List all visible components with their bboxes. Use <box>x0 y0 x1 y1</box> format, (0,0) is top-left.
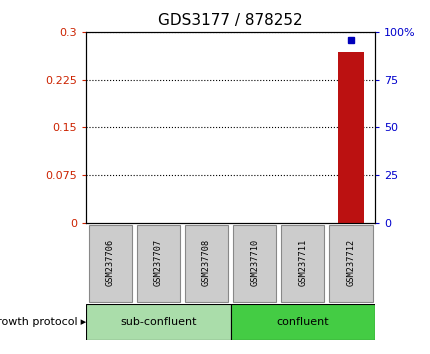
Bar <box>184 225 227 302</box>
Bar <box>233 225 276 302</box>
Text: confluent: confluent <box>276 317 329 327</box>
Bar <box>136 225 180 302</box>
Text: growth protocol: growth protocol <box>0 317 77 327</box>
Text: GSM237710: GSM237710 <box>249 239 258 286</box>
Bar <box>86 304 230 340</box>
Bar <box>230 304 374 340</box>
Title: GDS3177 / 878252: GDS3177 / 878252 <box>158 13 302 28</box>
Text: GSM237708: GSM237708 <box>202 239 211 286</box>
Text: sub-confluent: sub-confluent <box>120 317 196 327</box>
Text: GSM237712: GSM237712 <box>346 239 355 286</box>
Bar <box>280 225 324 302</box>
Text: GSM237706: GSM237706 <box>105 239 114 286</box>
Text: GSM237707: GSM237707 <box>154 239 163 286</box>
Bar <box>337 52 363 223</box>
Text: GSM237711: GSM237711 <box>298 239 307 286</box>
Bar <box>89 225 132 302</box>
Bar <box>329 225 372 302</box>
